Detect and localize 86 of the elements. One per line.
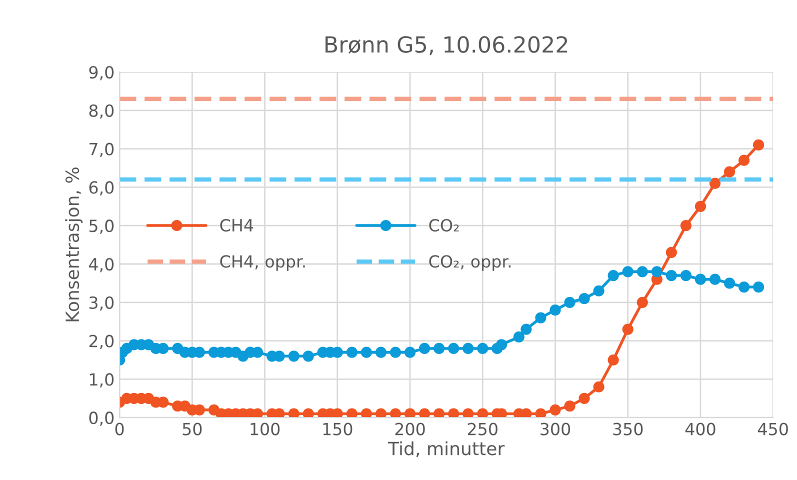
point [390, 346, 402, 358]
x-tick-label: 150 [323, 422, 352, 436]
x-tick-label: 300 [540, 422, 570, 436]
point [651, 266, 662, 278]
point [593, 381, 604, 392]
point [753, 139, 764, 151]
point [448, 342, 460, 354]
point [738, 281, 750, 293]
point [622, 266, 634, 278]
point [520, 324, 532, 335]
point [375, 346, 387, 358]
point [564, 296, 576, 308]
point [709, 178, 721, 189]
legend-label: CH4 [220, 218, 254, 232]
y-tick-label: 3,0 [89, 296, 114, 311]
legend-label: CO₂, oppr. [429, 255, 511, 271]
point [666, 270, 677, 282]
point [375, 408, 387, 418]
y-tick-label: 1,0 [90, 373, 114, 388]
point [390, 408, 402, 418]
point [694, 274, 706, 285]
y-tick-label: 0,0 [89, 412, 114, 426]
y-tick-label: 8,0 [89, 104, 114, 119]
x-tick-label: 400 [685, 422, 716, 436]
point [608, 354, 619, 366]
x-tick-label: 200 [395, 422, 425, 436]
point [404, 346, 416, 358]
point [680, 220, 692, 232]
point [404, 408, 416, 418]
y-tick-label: 6,0 [89, 181, 114, 196]
point [753, 281, 764, 293]
point [578, 392, 590, 404]
point [448, 408, 460, 418]
point [346, 408, 358, 418]
x-tick-label: 0 [115, 422, 124, 436]
point [622, 324, 634, 335]
point [302, 408, 314, 418]
point [434, 408, 445, 418]
y-tick-label: 5,0 [89, 220, 114, 234]
point [434, 342, 445, 354]
point [694, 200, 706, 212]
point [535, 408, 546, 418]
y-tick-label: 4,0 [89, 258, 114, 272]
point [477, 342, 488, 354]
point [564, 400, 576, 412]
chart-title: Brønn G5, 10.06.2022 [326, 36, 568, 56]
point [636, 296, 648, 308]
point [593, 285, 604, 296]
y-tick-label: 2,0 [89, 334, 114, 350]
point [346, 346, 358, 358]
point [724, 278, 736, 289]
point [680, 270, 692, 282]
y-tick-label: 7,0 [90, 142, 114, 158]
point [666, 246, 677, 258]
point [462, 408, 474, 418]
point [477, 408, 488, 418]
point [709, 274, 721, 285]
x-tick-label: 50 [182, 422, 202, 436]
point [360, 408, 372, 418]
point [608, 270, 619, 282]
point [578, 293, 590, 304]
point [158, 342, 169, 354]
point [288, 408, 300, 418]
point [738, 154, 750, 166]
x-tick-label: 350 [613, 422, 643, 436]
y-tick-label: 9,0 [89, 66, 114, 80]
point [496, 339, 508, 350]
x-tick-label: 250 [468, 422, 498, 436]
point [418, 408, 430, 418]
point [462, 342, 474, 354]
legend-label: CH4, oppr. [220, 255, 305, 271]
point [418, 342, 430, 354]
point [724, 166, 736, 178]
point [535, 312, 546, 324]
point [550, 404, 561, 416]
point [636, 266, 648, 278]
x-tick-label: 450 [758, 422, 788, 436]
legend-label: CO₂ [429, 218, 459, 232]
point [513, 331, 524, 343]
x-tick-label: 100 [250, 422, 280, 436]
point [302, 350, 314, 362]
point [360, 346, 372, 358]
y-axis-title: Konsentrasjon, % [65, 168, 83, 322]
point [288, 350, 300, 362]
x-axis-title: Tid, minutter [388, 441, 505, 458]
point [550, 304, 561, 316]
